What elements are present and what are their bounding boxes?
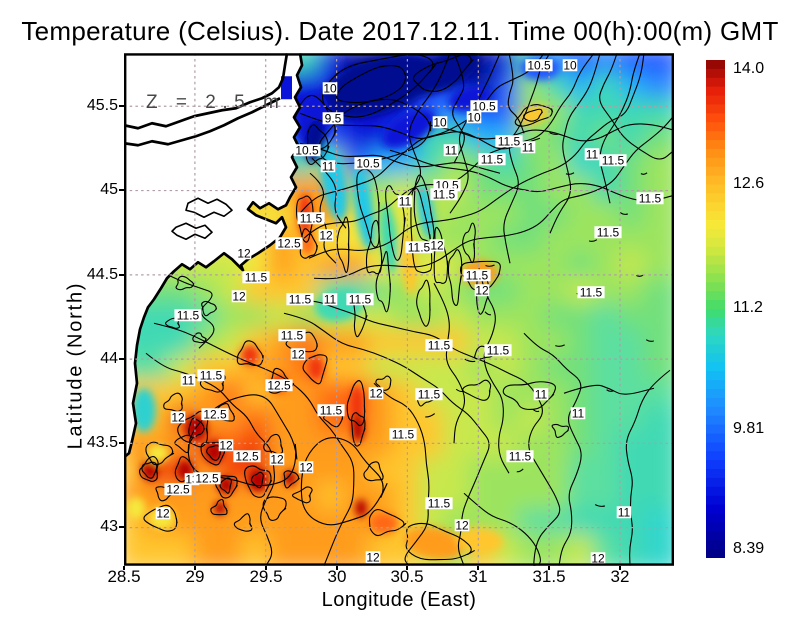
svg-text:11.5: 11.5 — [466, 268, 489, 282]
svg-text:11.5: 11.5 — [597, 225, 620, 239]
svg-text:10: 10 — [433, 115, 447, 129]
svg-text:12: 12 — [475, 283, 489, 297]
svg-text:9.5: 9.5 — [325, 111, 342, 125]
svg-text:11.5: 11.5 — [433, 187, 456, 201]
svg-text:11: 11 — [182, 373, 195, 387]
svg-text:10.5: 10.5 — [356, 156, 380, 170]
svg-text:11.5: 11.5 — [245, 270, 268, 284]
svg-text:12.5: 12.5 — [235, 449, 259, 463]
svg-text:10: 10 — [323, 81, 337, 95]
svg-text:11.5: 11.5 — [580, 285, 603, 299]
svg-text:11: 11 — [322, 159, 335, 173]
svg-text:11: 11 — [535, 387, 548, 401]
svg-text:11.5: 11.5 — [418, 387, 441, 401]
svg-text:11.5: 11.5 — [408, 240, 431, 254]
svg-text:12: 12 — [319, 228, 333, 242]
svg-text:11: 11 — [618, 505, 631, 519]
svg-text:10: 10 — [467, 110, 481, 124]
svg-text:11.5: 11.5 — [602, 153, 625, 167]
svg-text:12: 12 — [430, 238, 444, 252]
svg-text:11.5: 11.5 — [487, 343, 510, 357]
svg-text:12: 12 — [366, 550, 380, 564]
svg-text:12: 12 — [237, 246, 251, 260]
svg-text:10.5: 10.5 — [295, 143, 319, 157]
svg-text:11: 11 — [522, 140, 535, 154]
svg-text:11: 11 — [572, 406, 585, 420]
svg-text:11.5: 11.5 — [200, 368, 223, 382]
svg-text:12.5: 12.5 — [277, 236, 301, 250]
svg-text:12: 12 — [171, 410, 185, 424]
svg-text:12: 12 — [232, 289, 246, 303]
svg-text:11.5: 11.5 — [300, 211, 323, 225]
svg-text:12: 12 — [299, 460, 313, 474]
svg-text:12.5: 12.5 — [195, 471, 219, 485]
svg-text:10: 10 — [563, 58, 577, 72]
svg-text:11.5: 11.5 — [177, 308, 200, 322]
svg-text:11.5: 11.5 — [281, 328, 304, 342]
svg-text:12: 12 — [219, 438, 233, 452]
svg-text:12: 12 — [270, 452, 284, 466]
svg-text:10.5: 10.5 — [472, 99, 496, 113]
svg-text:11.5: 11.5 — [428, 496, 451, 510]
svg-text:12.5: 12.5 — [203, 407, 227, 421]
svg-text:11.5: 11.5 — [498, 134, 521, 148]
svg-text:12.5: 12.5 — [267, 378, 291, 392]
svg-text:12: 12 — [455, 518, 469, 532]
svg-text:11.5: 11.5 — [320, 403, 343, 417]
svg-text:11: 11 — [586, 147, 599, 161]
svg-text:11: 11 — [399, 194, 412, 208]
svg-text:12: 12 — [291, 347, 305, 361]
svg-text:11.5: 11.5 — [392, 427, 415, 441]
svg-text:12: 12 — [156, 506, 170, 520]
svg-text:11.5: 11.5 — [289, 292, 312, 306]
svg-text:11.5: 11.5 — [639, 191, 662, 205]
svg-text:12.5: 12.5 — [166, 482, 190, 496]
svg-text:11.5: 11.5 — [428, 338, 451, 352]
svg-text:11: 11 — [445, 143, 458, 157]
svg-text:11.5: 11.5 — [349, 292, 372, 306]
svg-text:12: 12 — [369, 386, 383, 400]
svg-text:12: 12 — [591, 551, 605, 565]
svg-text:10.5: 10.5 — [527, 58, 551, 72]
svg-text:11: 11 — [324, 292, 337, 306]
svg-text:11.5: 11.5 — [509, 449, 532, 463]
svg-text:11.5: 11.5 — [481, 152, 504, 166]
